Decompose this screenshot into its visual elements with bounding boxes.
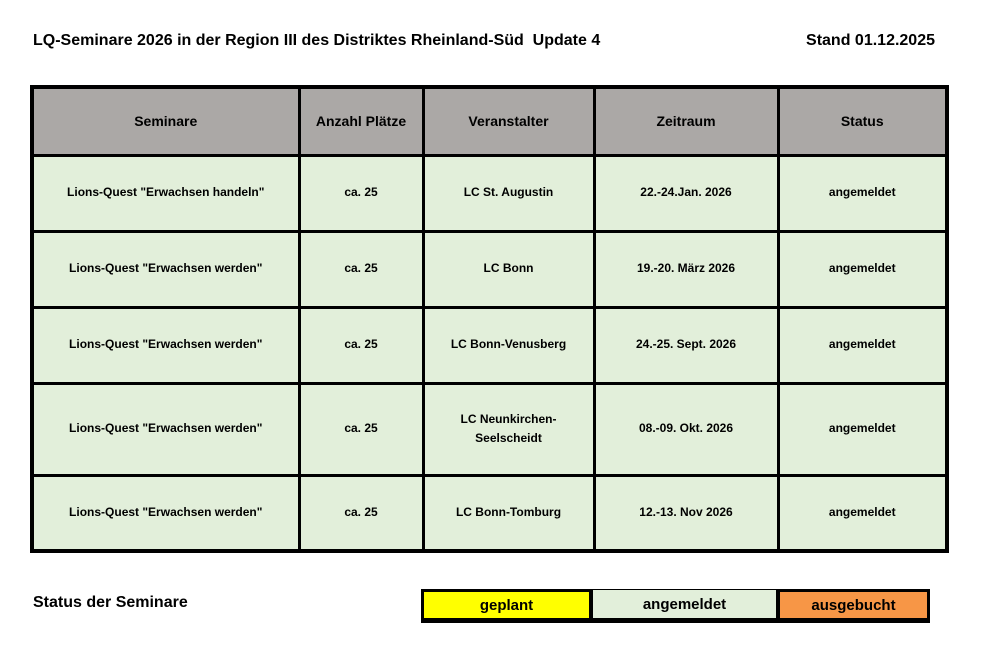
table-row: Lions-Quest "Erwachsen werden" ca. 25 LC…: [30, 473, 949, 553]
zeitraum-cell: 12.-13. Nov 2026: [592, 473, 780, 553]
stand-date: Stand 01.12.2025: [806, 32, 935, 49]
zeitraum-cell: 22.-24.Jan. 2026: [592, 153, 780, 233]
plaetze-cell: ca. 25: [297, 153, 425, 233]
status-cell: angemeldet: [776, 305, 949, 385]
status-cell: angemeldet: [776, 381, 949, 477]
plaetze-cell: ca. 25: [297, 305, 425, 385]
seminar-cell: Lions-Quest "Erwachsen werden": [30, 381, 301, 477]
title-bar: LQ-Seminare 2026 in der Region III des D…: [33, 30, 935, 52]
seminar-cell: Lions-Quest "Erwachsen werden": [30, 473, 301, 553]
column-header-status: Status: [776, 85, 949, 157]
plaetze-cell: ca. 25: [297, 229, 425, 309]
header-row: Seminare Anzahl Plätze Veranstalter Zeit…: [30, 85, 949, 157]
status-cell: angemeldet: [776, 229, 949, 309]
seminar-cell: Lions-Quest "Erwachsen handeln": [30, 153, 301, 233]
veranstalter-cell: LC Bonn: [421, 229, 596, 309]
table-row: Lions-Quest "Erwachsen werden" ca. 25 LC…: [30, 381, 949, 477]
legend-item-ausgebucht: ausgebucht: [777, 589, 930, 618]
column-header-anzahl-plaetze: Anzahl Plätze: [297, 85, 425, 157]
seminar-cell: Lions-Quest "Erwachsen werden": [30, 305, 301, 385]
seminar-table: Seminare Anzahl Plätze Veranstalter Zeit…: [30, 85, 949, 553]
veranstalter-cell: LC Bonn-Venusberg: [421, 305, 596, 385]
legend-title: Status der Seminare: [33, 594, 188, 611]
veranstalter-cell: LC St. Augustin: [421, 153, 596, 233]
plaetze-cell: ca. 25: [297, 381, 425, 477]
zeitraum-cell: 08.-09. Okt. 2026: [592, 381, 780, 477]
status-cell: angemeldet: [776, 473, 949, 553]
status-legend: geplant angemeldet ausgebucht: [421, 589, 930, 623]
legend-item-angemeldet: angemeldet: [592, 589, 777, 618]
zeitraum-cell: 19.-20. März 2026: [592, 229, 780, 309]
zeitraum-cell: 24.-25. Sept. 2026: [592, 305, 780, 385]
seminar-cell: Lions-Quest "Erwachsen werden": [30, 229, 301, 309]
table-row: Lions-Quest "Erwachsen handeln" ca. 25 L…: [30, 153, 949, 233]
column-header-veranstalter: Veranstalter: [421, 85, 596, 157]
column-header-zeitraum: Zeitraum: [592, 85, 780, 157]
table-row: Lions-Quest "Erwachsen werden" ca. 25 LC…: [30, 229, 949, 309]
page-title: LQ-Seminare 2026 in der Region III des D…: [33, 32, 601, 49]
column-header-seminare: Seminare: [30, 85, 301, 157]
legend-item-geplant: geplant: [421, 589, 592, 618]
veranstalter-cell: LC Neunkirchen-Seelscheidt: [421, 381, 596, 477]
table-row: Lions-Quest "Erwachsen werden" ca. 25 LC…: [30, 305, 949, 385]
status-cell: angemeldet: [776, 153, 949, 233]
plaetze-cell: ca. 25: [297, 473, 425, 553]
veranstalter-cell: LC Bonn-Tomburg: [421, 473, 596, 553]
